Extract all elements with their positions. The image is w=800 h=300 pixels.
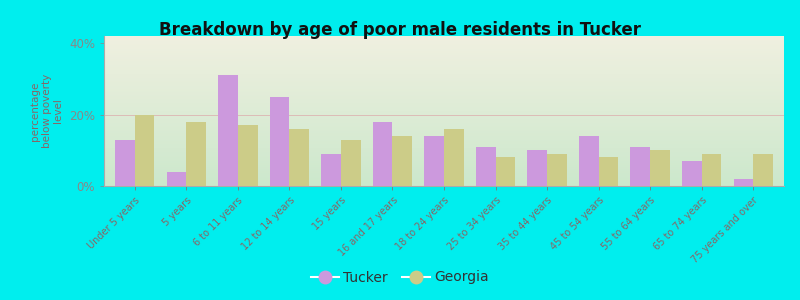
Bar	[373, 122, 393, 186]
Bar	[186, 122, 206, 186]
Bar	[682, 161, 702, 186]
Bar	[495, 158, 515, 186]
Bar	[702, 154, 721, 186]
Bar	[322, 154, 341, 186]
Legend: Tucker, Georgia: Tucker, Georgia	[306, 265, 494, 290]
Bar	[135, 115, 154, 186]
Bar	[425, 136, 444, 186]
Bar	[579, 136, 598, 186]
Bar	[341, 140, 361, 186]
Bar	[753, 154, 773, 186]
Bar	[476, 147, 495, 186]
Bar	[393, 136, 412, 186]
Bar	[115, 140, 135, 186]
Bar	[290, 129, 309, 186]
Bar	[650, 150, 670, 186]
Bar	[547, 154, 566, 186]
Bar	[630, 147, 650, 186]
Bar	[270, 97, 290, 186]
Bar	[167, 172, 186, 186]
Bar	[598, 158, 618, 186]
Text: Breakdown by age of poor male residents in Tucker: Breakdown by age of poor male residents …	[159, 21, 641, 39]
Y-axis label: percentage
below poverty
level: percentage below poverty level	[30, 74, 63, 148]
Bar	[734, 179, 753, 186]
Bar	[444, 129, 463, 186]
Bar	[218, 75, 238, 186]
Bar	[238, 125, 258, 186]
Bar	[527, 150, 547, 186]
